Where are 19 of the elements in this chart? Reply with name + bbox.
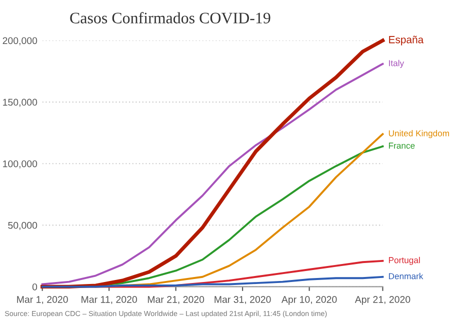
series-label: Italy — [389, 60, 404, 68]
x-tick-label: Mar 11, 2020 — [82, 296, 137, 304]
x-tick-label: Mar 1, 2020 — [17, 296, 68, 304]
y-tick-label: 0 — [32, 283, 38, 290]
y-tick-label: 100,000 — [3, 160, 38, 168]
x-tick-label: Mar 21, 2020 — [148, 296, 204, 304]
line-series — [41, 276, 384, 288]
y-tick-label: 50,000 — [8, 222, 38, 230]
series-label: Denmark — [388, 272, 424, 280]
series-label: Portugal — [388, 256, 420, 265]
x-tick-label: Apr 21, 2020 — [354, 296, 410, 305]
series-label: España — [389, 36, 424, 46]
chart-title: Casos Confirmados COVID-19 — [70, 12, 270, 24]
series-label: United Kingdom — [388, 130, 449, 138]
x-tick-label: Apr 10, 2020 — [281, 296, 337, 305]
y-tick-label: 200,000 — [2, 37, 38, 46]
series-label: France — [388, 142, 415, 149]
y-tick-label: 150,000 — [3, 98, 38, 107]
x-tick-label: Mar 31, 2020 — [214, 296, 271, 304]
